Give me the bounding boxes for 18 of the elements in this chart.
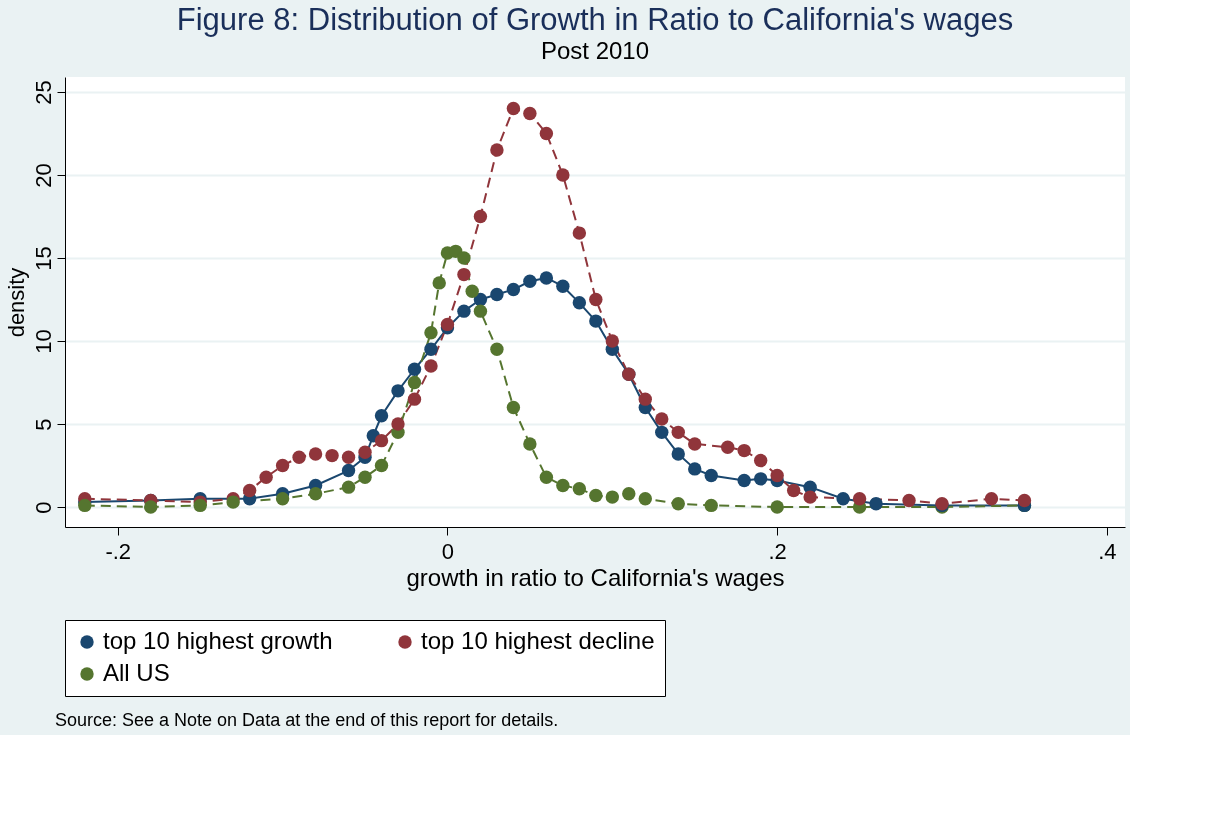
chart-subtitle: Post 2010 <box>540 37 650 64</box>
x-axis-title: growth in ratio to California's wages <box>406 563 785 591</box>
y-tick-label: 0 <box>30 501 56 514</box>
chart-title: Figure 8: Distribution of Growth in Ratio to California's wages <box>176 2 1014 37</box>
y-tick-label: 25 <box>30 80 56 105</box>
y-tick-label: 10 <box>30 329 56 354</box>
y-tick-label: 5 <box>30 418 56 431</box>
source-note: Source: See a Note on Data at the end of this report for details. <box>55 710 559 730</box>
y-tick-label: 15 <box>30 246 56 271</box>
x-tick-label: .4 <box>1098 538 1117 564</box>
y-axis-title: density <box>3 267 29 338</box>
legend-label: top 10 highest decline <box>421 627 655 654</box>
x-tick-label: .2 <box>768 538 787 564</box>
legend-label: top 10 highest growth <box>103 627 333 654</box>
x-tick-label: 0 <box>441 538 455 564</box>
legend-label: All US <box>103 659 170 686</box>
y-tick-label: 20 <box>30 163 56 188</box>
x-tick-label: -.2 <box>105 538 132 564</box>
